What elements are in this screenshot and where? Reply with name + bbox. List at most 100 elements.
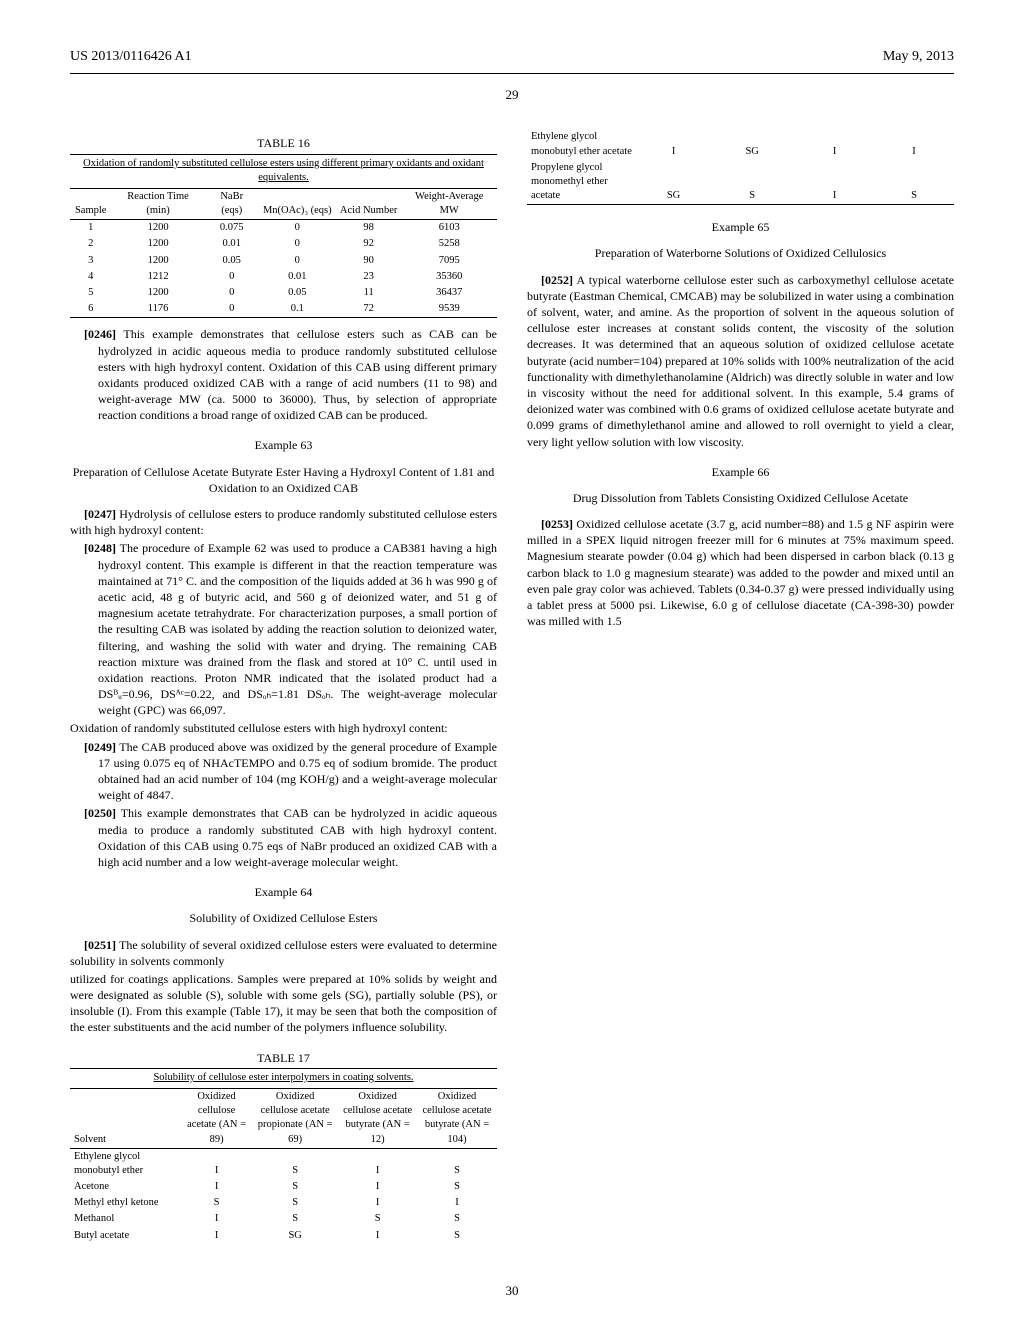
example-65-title: Example 65 bbox=[527, 219, 954, 235]
table-cell: 9539 bbox=[401, 301, 497, 318]
example-64-title: Example 64 bbox=[70, 884, 497, 900]
table-cell: S bbox=[338, 1211, 417, 1227]
table-cell: Methanol bbox=[70, 1211, 181, 1227]
table-cell: 98 bbox=[336, 220, 402, 237]
page-number: 29 bbox=[70, 86, 954, 104]
table-cell: 0.1 bbox=[259, 301, 336, 318]
para-num-0253: [0253] bbox=[541, 517, 573, 531]
table-cell: I bbox=[338, 1228, 417, 1244]
table-cell: I bbox=[795, 160, 874, 205]
table-cell: 7095 bbox=[401, 253, 497, 269]
para-text-0250: This example demonstrates that CAB can b… bbox=[98, 806, 497, 869]
table-cell: 0.01 bbox=[259, 269, 336, 285]
table-cell: 5258 bbox=[401, 236, 497, 252]
para-text-0252: A typical waterborne cellulose ester suc… bbox=[527, 273, 954, 449]
footer-page-number: 30 bbox=[0, 1282, 1024, 1300]
table-cell: 72 bbox=[336, 301, 402, 318]
para-num-0252: [0252] bbox=[541, 273, 573, 287]
table-cell: 36437 bbox=[401, 285, 497, 301]
example-63-title: Example 63 bbox=[70, 437, 497, 453]
table-row: Propylene glycol monomethyl ether acetat… bbox=[527, 160, 954, 205]
table-cell: 11 bbox=[336, 285, 402, 301]
table-cell: 5 bbox=[70, 285, 111, 301]
table-row: 6117600.1729539 bbox=[70, 301, 497, 318]
table-row: Butyl acetateISGIS bbox=[70, 1228, 497, 1244]
table-cell: 6 bbox=[70, 301, 111, 318]
table16-col-4: Acid Number bbox=[336, 188, 402, 219]
para-0252: [0252] A typical waterborne cellulose es… bbox=[527, 272, 954, 450]
para-0251: [0251] The solubility of several oxidize… bbox=[70, 937, 497, 969]
para-0249: [0249] The CAB produced above was oxidiz… bbox=[70, 739, 497, 804]
table-cell: SG bbox=[252, 1228, 338, 1244]
table-cell: 0 bbox=[205, 285, 259, 301]
table-cell: 0 bbox=[259, 253, 336, 269]
table-row: Methyl ethyl ketoneSSII bbox=[70, 1195, 497, 1211]
content-columns: TABLE 16 Oxidation of randomly substitut… bbox=[70, 129, 954, 1249]
table-cell: 90 bbox=[336, 253, 402, 269]
oxidation-header: Oxidation of randomly substituted cellul… bbox=[70, 720, 497, 736]
table-cell: S bbox=[181, 1195, 252, 1211]
table-cell: 23 bbox=[336, 269, 402, 285]
table-cell: 1200 bbox=[111, 253, 204, 269]
table-cell: Propylene glycol monomethyl ether acetat… bbox=[527, 160, 638, 205]
table16-label: TABLE 16 bbox=[70, 135, 497, 151]
table16-col-2: NaBr (eqs) bbox=[205, 188, 259, 219]
example-63-subtitle: Preparation of Cellulose Acetate Butyrat… bbox=[70, 464, 497, 496]
example-66-subtitle: Drug Dissolution from Tablets Consisting… bbox=[527, 490, 954, 506]
col2-top: utilized for coatings applications. Samp… bbox=[70, 971, 497, 1036]
table-cell: S bbox=[417, 1148, 497, 1179]
table16-col-0: Sample bbox=[70, 188, 111, 219]
table-row: AcetoneISIS bbox=[70, 1179, 497, 1195]
table-cell: 1176 bbox=[111, 301, 204, 318]
table16: Oxidation of randomly substituted cellul… bbox=[70, 154, 497, 319]
table-cell: I bbox=[338, 1148, 417, 1179]
table-cell: 0.075 bbox=[205, 220, 259, 237]
table-cell: 1212 bbox=[111, 269, 204, 285]
table-row: 312000.050907095 bbox=[70, 253, 497, 269]
table-cell: S bbox=[252, 1211, 338, 1227]
table-cell: 0.05 bbox=[205, 253, 259, 269]
example-65-subtitle: Preparation of Waterborne Solutions of O… bbox=[527, 245, 954, 261]
table-cell: I bbox=[181, 1211, 252, 1227]
table17-col-0: Solvent bbox=[70, 1089, 181, 1149]
table-cell: 92 bbox=[336, 236, 402, 252]
table-row: 5120000.051136437 bbox=[70, 285, 497, 301]
table16-col-1: Reaction Time (min) bbox=[111, 188, 204, 219]
para-num-0248: [0248] bbox=[84, 541, 116, 555]
table-cell: SG bbox=[638, 160, 709, 205]
para-num-0250: [0250] bbox=[84, 806, 116, 820]
publication-number: US 2013/0116426 A1 bbox=[70, 48, 192, 67]
table-row: 4121200.012335360 bbox=[70, 269, 497, 285]
table-cell: S bbox=[709, 160, 795, 205]
table-cell: 2 bbox=[70, 236, 111, 252]
para-text-0248: The procedure of Example 62 was used to … bbox=[98, 541, 497, 717]
para-text-0246: This example demonstrates that cellulose… bbox=[98, 327, 497, 422]
para-text-0247: Hydrolysis of cellulose esters to produc… bbox=[70, 507, 497, 537]
table-cell: 35360 bbox=[401, 269, 497, 285]
para-text-0253: Oxidized cellulose acetate (3.7 g, acid … bbox=[527, 517, 954, 628]
table-cell: 0 bbox=[205, 301, 259, 318]
table-cell: 0 bbox=[259, 220, 336, 237]
table17-col-4: Oxidized cellulose acetate butyrate (AN … bbox=[417, 1089, 497, 1149]
table-cell: 6103 bbox=[401, 220, 497, 237]
table16-col-3: Mn(OAc)₃ (eqs) bbox=[259, 188, 336, 219]
table-cell: 1 bbox=[70, 220, 111, 237]
page: US 2013/0116426 A1 May 9, 2013 29 TABLE … bbox=[0, 0, 1024, 1320]
table-cell: Ethylene glycol monobutyl ether bbox=[70, 1148, 181, 1179]
para-0246: [0246] This example demonstrates that ce… bbox=[70, 326, 497, 423]
table17-col-2: Oxidized cellulose acetate propionate (A… bbox=[252, 1089, 338, 1149]
page-header: US 2013/0116426 A1 May 9, 2013 bbox=[70, 48, 954, 67]
table-cell: 0 bbox=[259, 236, 336, 252]
table-cell: SG bbox=[709, 129, 795, 159]
table-cell: I bbox=[795, 129, 874, 159]
para-text-0251: The solubility of several oxidized cellu… bbox=[70, 938, 497, 968]
table-cell: Ethylene glycol monobutyl ether acetate bbox=[527, 129, 638, 159]
table-cell: 1200 bbox=[111, 236, 204, 252]
example-66-title: Example 66 bbox=[527, 464, 954, 480]
table-cell: I bbox=[417, 1195, 497, 1211]
table-cell: I bbox=[181, 1179, 252, 1195]
table-row: 212000.010925258 bbox=[70, 236, 497, 252]
table-cell: Butyl acetate bbox=[70, 1228, 181, 1244]
table-cell: 3 bbox=[70, 253, 111, 269]
table-row: Ethylene glycol monobutyl etherISIS bbox=[70, 1148, 497, 1179]
